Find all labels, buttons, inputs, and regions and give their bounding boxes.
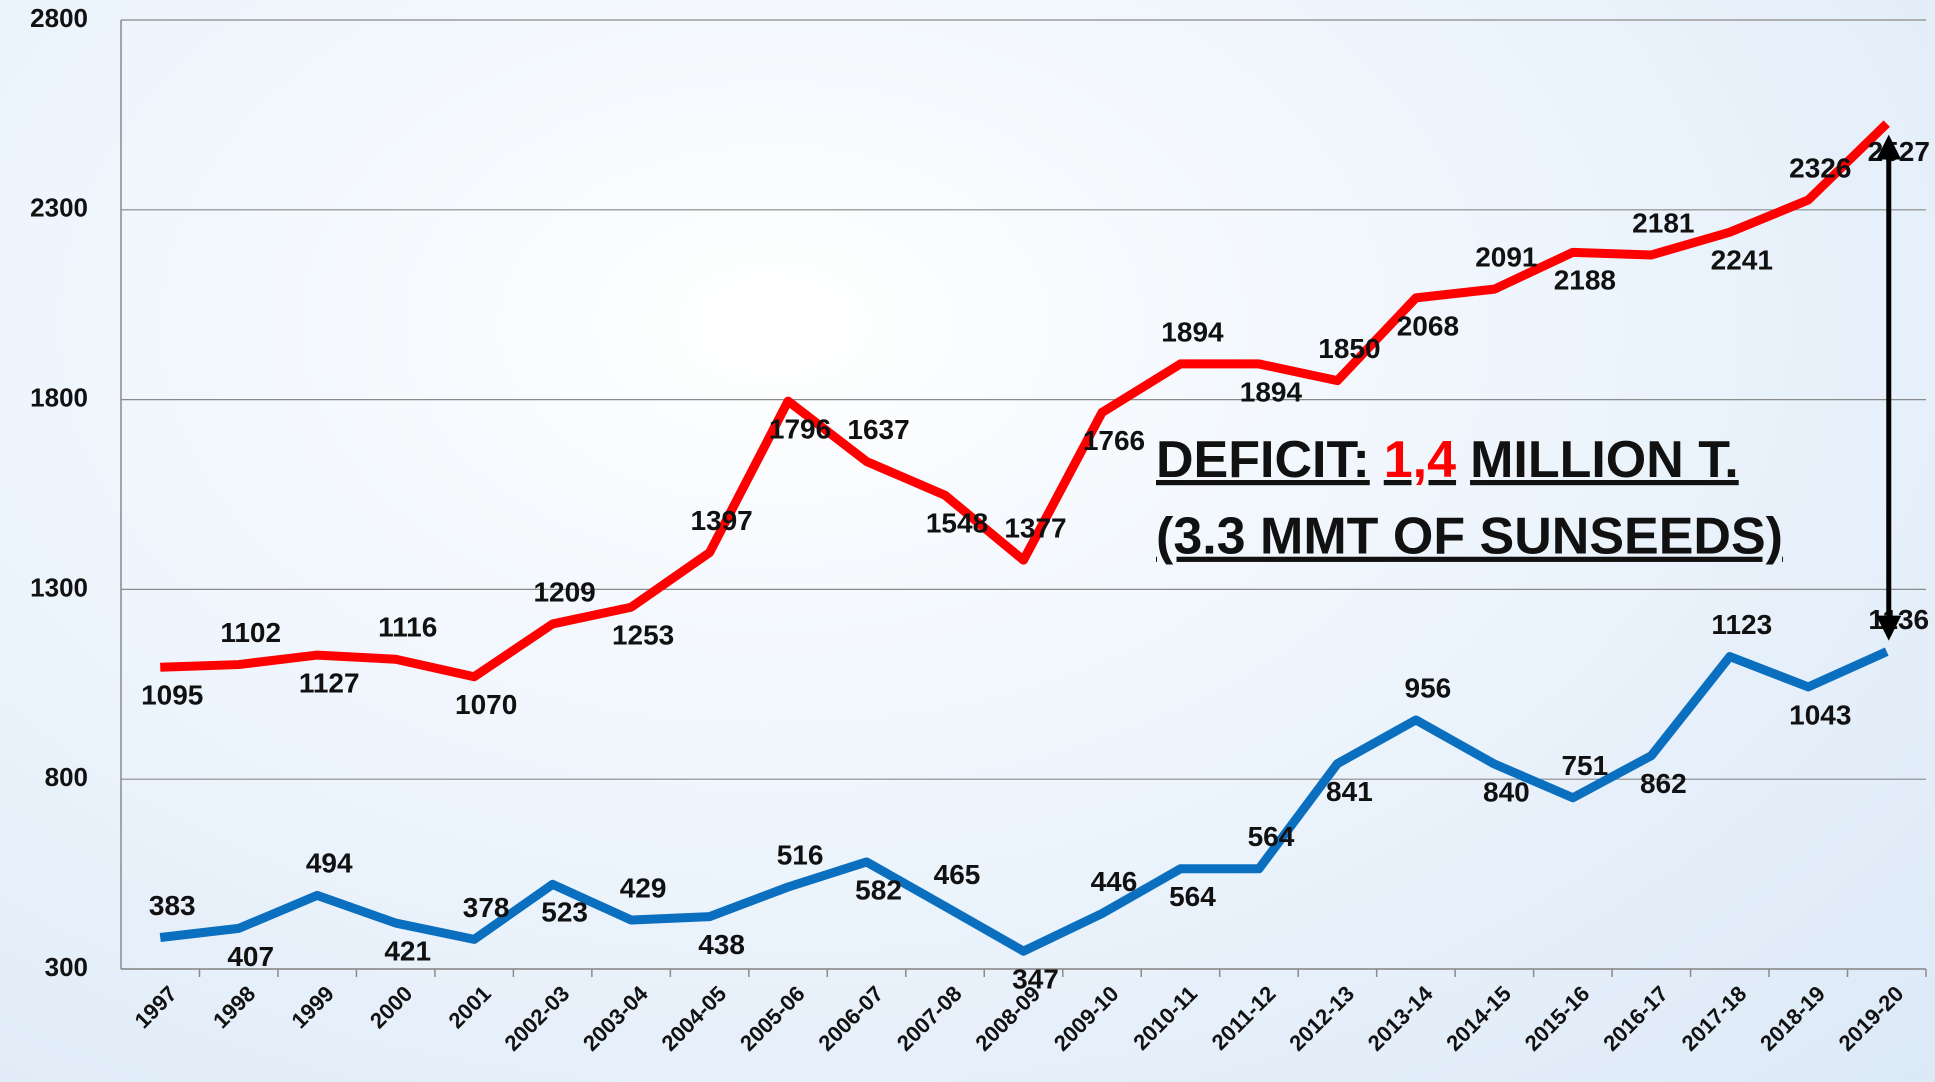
x-tick-label: 2013-14 <box>1363 980 1438 1055</box>
data-label: 2091 <box>1475 242 1537 273</box>
y-tick-label: 1300 <box>30 572 88 602</box>
x-tick-label: 2016-17 <box>1598 981 1673 1056</box>
x-tick-label: 2005-06 <box>735 981 810 1056</box>
x-tick-label: 2007-08 <box>892 981 967 1056</box>
data-label: 564 <box>1248 821 1295 852</box>
data-label: 1123 <box>1711 609 1772 640</box>
data-label: 1397 <box>690 505 752 536</box>
x-tick-label: 2011-12 <box>1207 981 1281 1055</box>
data-label: 1136 <box>1868 604 1929 635</box>
x-tick-label: 1998 <box>208 981 260 1033</box>
x-tick-label: 2010-11 <box>1128 981 1202 1055</box>
data-label: 1766 <box>1083 425 1145 456</box>
data-label: 2241 <box>1711 245 1773 276</box>
x-tick-label: 1997 <box>130 981 182 1033</box>
y-tick-label: 1800 <box>30 382 88 412</box>
data-label: 1095 <box>141 680 203 711</box>
data-label: 1209 <box>533 576 595 607</box>
data-label: 1102 <box>220 617 281 648</box>
data-label: 1377 <box>1004 513 1066 544</box>
data-label: 2181 <box>1632 207 1694 238</box>
data-label: 1796 <box>769 414 831 445</box>
x-tick-label: 2001 <box>444 981 496 1033</box>
data-label: 523 <box>541 897 588 928</box>
x-tick-label: 2004-05 <box>656 981 731 1056</box>
data-label: 862 <box>1640 768 1687 799</box>
x-tick-label: 2015-16 <box>1520 981 1595 1056</box>
data-label: 956 <box>1405 672 1452 703</box>
x-tick-label: 2017-18 <box>1677 981 1752 1056</box>
y-tick-label: 800 <box>45 762 88 792</box>
x-tick-label: 2014-15 <box>1441 981 1516 1056</box>
data-label: 2527 <box>1868 136 1930 167</box>
x-tick-label: 2009-10 <box>1049 981 1124 1056</box>
data-label: 407 <box>227 941 274 972</box>
data-label: 438 <box>698 929 745 960</box>
annotation-suffix: MILLION T. <box>1470 431 1739 489</box>
data-label: 1116 <box>378 612 437 643</box>
data-label: 446 <box>1091 866 1138 897</box>
annotation-line2: (3.3 MMT OF SUNSEEDS) <box>1156 508 1783 566</box>
x-tick-label: 2012-13 <box>1284 981 1359 1056</box>
data-label: 1127 <box>299 667 360 698</box>
data-label: 1253 <box>612 620 674 651</box>
data-label: 582 <box>855 874 902 905</box>
data-label: 383 <box>149 890 196 921</box>
data-label: 421 <box>384 935 431 966</box>
data-label: 2068 <box>1397 310 1459 341</box>
data-label: 751 <box>1561 750 1608 781</box>
x-tick-label: 2018-19 <box>1755 981 1830 1056</box>
data-label: 564 <box>1169 881 1216 912</box>
data-label: 840 <box>1483 776 1530 807</box>
data-label: 2188 <box>1554 265 1616 296</box>
data-label: 1070 <box>455 689 517 720</box>
data-label: 378 <box>463 892 510 923</box>
x-tick-label: 2019-20 <box>1834 981 1909 1056</box>
data-label: 1894 <box>1240 376 1303 407</box>
y-tick-label: 2300 <box>30 193 88 223</box>
data-label: 1548 <box>926 508 988 539</box>
data-label: 2326 <box>1789 152 1851 183</box>
data-label: 841 <box>1326 776 1373 807</box>
y-tick-label: 2800 <box>30 3 88 33</box>
data-label: 1894 <box>1161 316 1224 347</box>
data-label: 429 <box>620 872 667 903</box>
x-tick-label: 2002-03 <box>499 981 574 1056</box>
annotation-prefix: DEFICIT: <box>1156 431 1370 489</box>
data-label: 1850 <box>1318 333 1380 364</box>
x-tick-label: 2003-04 <box>578 980 653 1055</box>
x-tick-label: 2006-07 <box>813 981 888 1056</box>
chart: 300 800 1300 1800 2300 2800 1997 1998 1999 2000 20… <box>0 0 1935 1082</box>
data-label: 1637 <box>847 414 909 445</box>
data-label: 494 <box>306 848 353 879</box>
y-tick-label: 300 <box>45 952 88 982</box>
annotation-highlight: 1,4 <box>1384 431 1456 489</box>
data-label: 1043 <box>1789 699 1851 730</box>
x-tick-label: 1999 <box>287 981 339 1033</box>
data-label: 516 <box>777 839 824 870</box>
data-label: 465 <box>934 859 981 890</box>
x-tick-label: 2000 <box>365 981 417 1033</box>
data-label: 347 <box>1012 964 1059 995</box>
series-line <box>160 652 1887 952</box>
